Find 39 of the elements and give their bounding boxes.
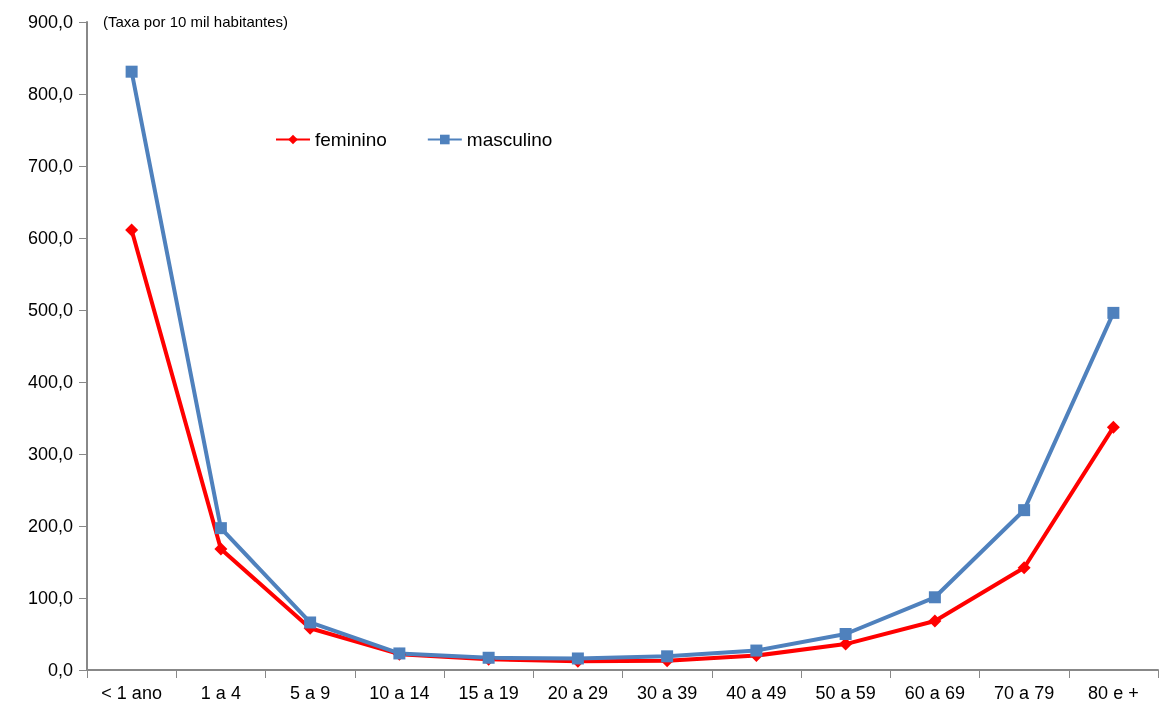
y-tick-label: 100,0 <box>27 588 73 608</box>
x-tick-label: 50 a 59 <box>815 683 876 703</box>
point <box>1107 306 1120 319</box>
point <box>661 650 674 663</box>
y-tick-label: 500,0 <box>27 300 73 320</box>
x-tick-label: 10 a 14 <box>369 683 430 703</box>
y-axis-title: (Taxa por 10 mil habitantes) <box>103 13 289 30</box>
x-tick-label: 60 a 69 <box>904 683 965 703</box>
y-tick-label: 200,0 <box>27 516 73 536</box>
point <box>928 614 942 628</box>
y-tick-label: 700,0 <box>27 156 73 176</box>
x-tick-label: 5 a 9 <box>290 683 331 703</box>
legend-label: feminino <box>315 129 387 150</box>
x-tick-label: < 1 ano <box>101 683 162 703</box>
x-tick-label: 80 e + <box>1088 683 1139 703</box>
y-tick-label: 600,0 <box>27 228 73 248</box>
x-tick-label: 20 a 29 <box>547 683 608 703</box>
point <box>928 591 941 604</box>
point <box>304 616 317 629</box>
point <box>214 522 227 535</box>
x-tick-label: 70 a 79 <box>994 683 1055 703</box>
point <box>750 644 763 657</box>
x-tick-label: 30 a 39 <box>637 683 698 703</box>
x-tick-label: 1 a 4 <box>200 683 241 703</box>
x-tick-label: 40 a 49 <box>726 683 787 703</box>
point <box>1106 420 1120 434</box>
y-tick-label: 0,0 <box>47 660 73 680</box>
point <box>125 223 139 237</box>
y-tick-label: 300,0 <box>27 444 73 464</box>
point <box>214 542 228 556</box>
legend-label: masculino <box>466 129 553 150</box>
x-tick-label: 15 a 19 <box>458 683 519 703</box>
y-tick-label: 900,0 <box>27 12 73 32</box>
point <box>1017 561 1031 575</box>
point <box>839 628 852 640</box>
point <box>1018 504 1031 517</box>
point <box>125 65 138 78</box>
y-tick-label: 400,0 <box>27 372 73 392</box>
y-tick-label: 800,0 <box>27 84 73 104</box>
